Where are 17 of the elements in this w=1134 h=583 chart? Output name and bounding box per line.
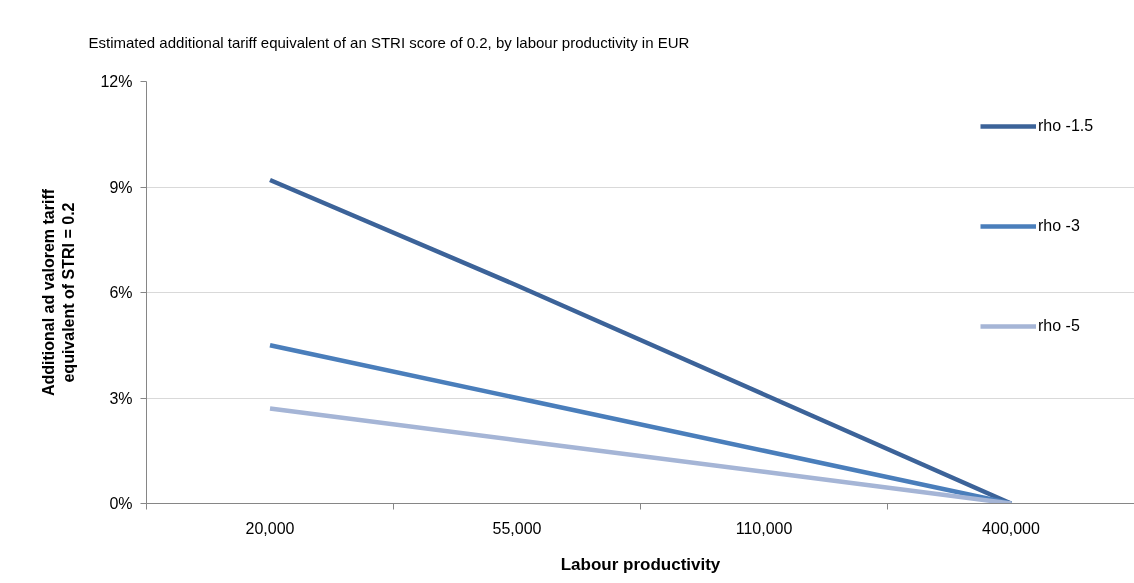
line-series: [267, 406, 1014, 504]
line-series: [267, 177, 1014, 504]
x-tick-label: 20,000: [245, 519, 295, 537]
y-tick-label: 9%: [109, 178, 133, 196]
x-tick-label: 110,000: [735, 519, 793, 537]
legend-label: rho -1.5: [1038, 116, 1094, 136]
y-tick-label: 0%: [109, 495, 133, 512]
y-tick-label: 12%: [100, 73, 133, 90]
x-tick-label: 400,000: [982, 519, 1041, 537]
legend-label: rho -5: [1038, 316, 1080, 336]
y-tick-label: 3%: [109, 389, 133, 407]
x-axis-title: Labour productivity: [560, 554, 721, 574]
chart-title: Estimated additional tariff equivalent of an STRI score of 0.2, by labour productivity in EUR: [88, 33, 690, 51]
y-axis-title: Additional ad valorem tariff equivalent of STRI = 0.2: [40, 188, 78, 397]
x-tick-label: 55,000: [492, 519, 542, 537]
y-tick-label: 6%: [109, 284, 133, 301]
legend-label: rho -3: [1038, 216, 1080, 236]
